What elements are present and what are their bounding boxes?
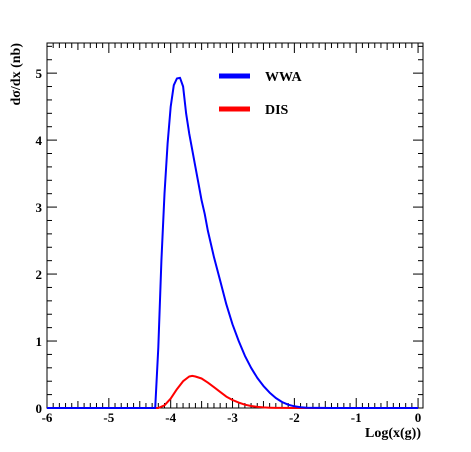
y-tick-label: 4	[36, 133, 43, 148]
series-layer	[47, 76, 419, 409]
y-tick-label: 1	[36, 334, 43, 349]
series-line-dis	[47, 374, 419, 409]
x-tick-label: -1	[351, 410, 362, 425]
y-tick-label: 2	[36, 267, 43, 282]
axis-ticks	[46, 43, 423, 409]
series-line-wwa	[47, 76, 419, 409]
legend-label-dis: DIS	[265, 103, 289, 118]
y-tick-label: 0	[36, 401, 43, 416]
legend-label-wwa: WWA	[265, 70, 302, 85]
y-axis-title: dσ/dx (nb)	[9, 43, 24, 106]
y-tick-label: 5	[36, 66, 43, 81]
x-tick-label: -6	[42, 410, 53, 425]
y-tick-label: 3	[36, 200, 43, 215]
x-tick-label: -3	[227, 410, 238, 425]
x-axis-title: Log(x(g))	[365, 426, 421, 441]
axis-tick-labels: -6 -5 -4 -3 -2 -1 0 0 1 2 3 4 5	[36, 66, 422, 425]
x-tick-label: -5	[103, 410, 114, 425]
plot-frame	[46, 42, 424, 409]
legend: WWA DIS	[219, 70, 302, 118]
x-tick-label: -2	[289, 410, 300, 425]
x-tick-label: 0	[415, 410, 422, 425]
x-tick-label: -4	[165, 410, 176, 425]
